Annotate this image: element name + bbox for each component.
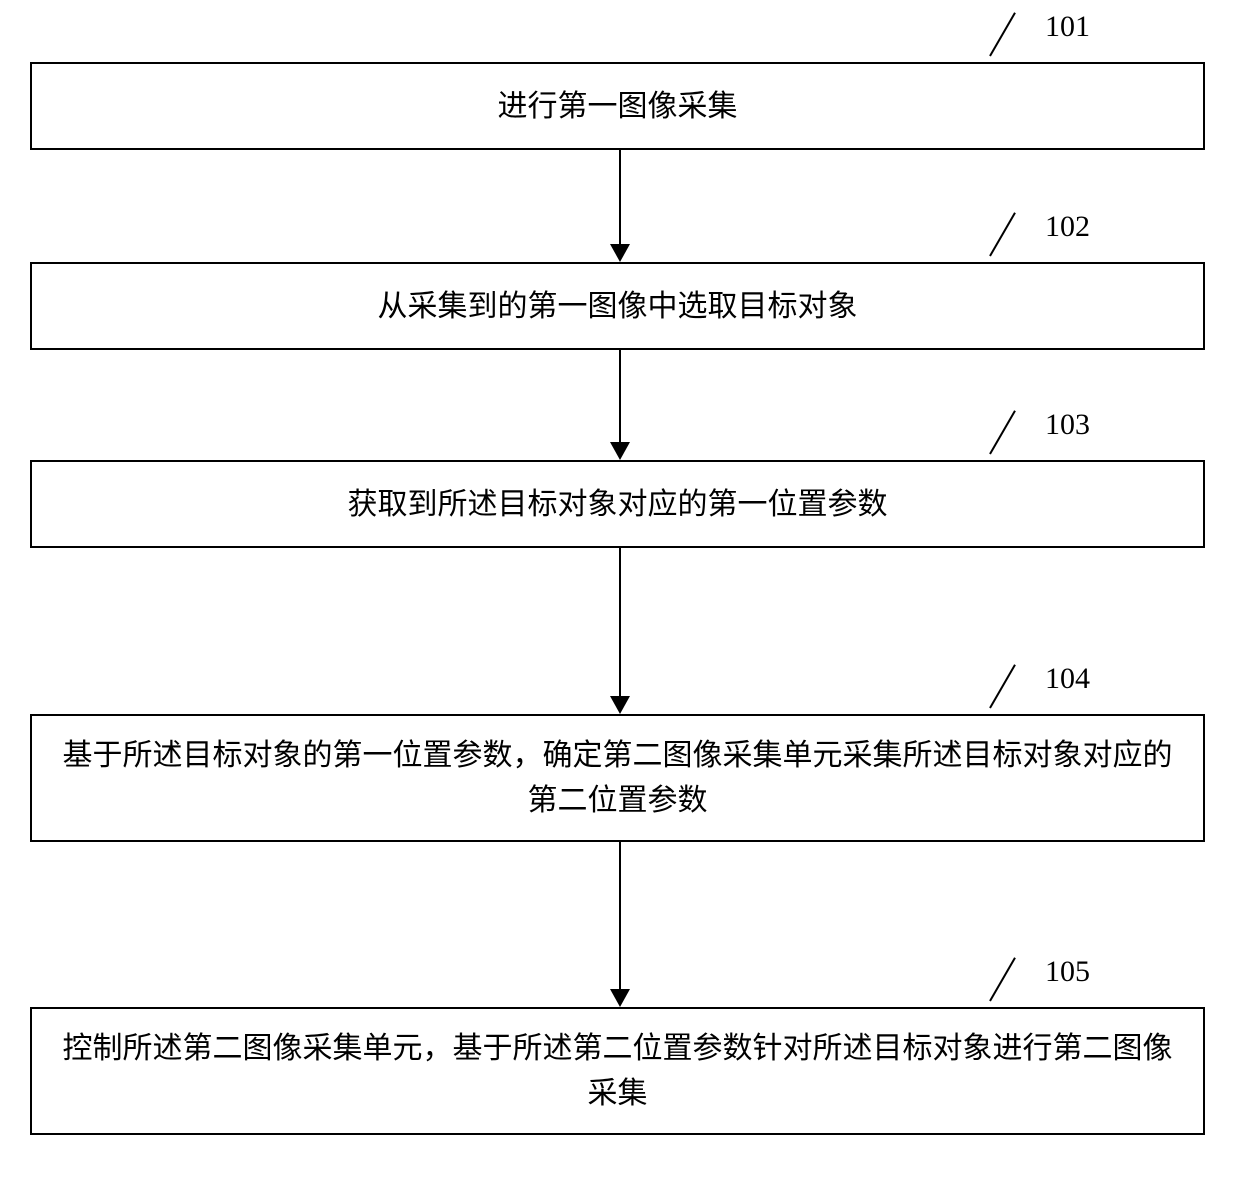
step-label-101: 101 xyxy=(1045,10,1090,44)
leader-line-103 xyxy=(989,410,1016,454)
step-box-104: 基于所述目标对象的第一位置参数，确定第二图像采集单元采集所述目标对象对应的第二位… xyxy=(30,714,1205,842)
leader-line-104 xyxy=(989,664,1016,708)
leader-line-101 xyxy=(989,12,1016,56)
arrow-line-2 xyxy=(619,350,621,442)
leader-line-102 xyxy=(989,212,1016,256)
step-box-103: 获取到所述目标对象对应的第一位置参数 xyxy=(30,460,1205,548)
step-label-104: 104 xyxy=(1045,662,1090,696)
step-label-102: 102 xyxy=(1045,210,1090,244)
arrow-line-1 xyxy=(619,150,621,244)
arrow-head-3 xyxy=(610,696,630,714)
flowchart-container: 101 进行第一图像采集 102 从采集到的第一图像中选取目标对象 103 获取… xyxy=(0,0,1240,1202)
step-box-101: 进行第一图像采集 xyxy=(30,62,1205,150)
arrow-head-1 xyxy=(610,244,630,262)
arrow-line-3 xyxy=(619,548,621,696)
arrow-head-2 xyxy=(610,442,630,460)
step-box-105: 控制所述第二图像采集单元，基于所述第二位置参数针对所述目标对象进行第二图像采集 xyxy=(30,1007,1205,1135)
step-box-102: 从采集到的第一图像中选取目标对象 xyxy=(30,262,1205,350)
step-label-103: 103 xyxy=(1045,408,1090,442)
leader-line-105 xyxy=(989,957,1016,1001)
arrow-line-4 xyxy=(619,842,621,989)
step-label-105: 105 xyxy=(1045,955,1090,989)
arrow-head-4 xyxy=(610,989,630,1007)
